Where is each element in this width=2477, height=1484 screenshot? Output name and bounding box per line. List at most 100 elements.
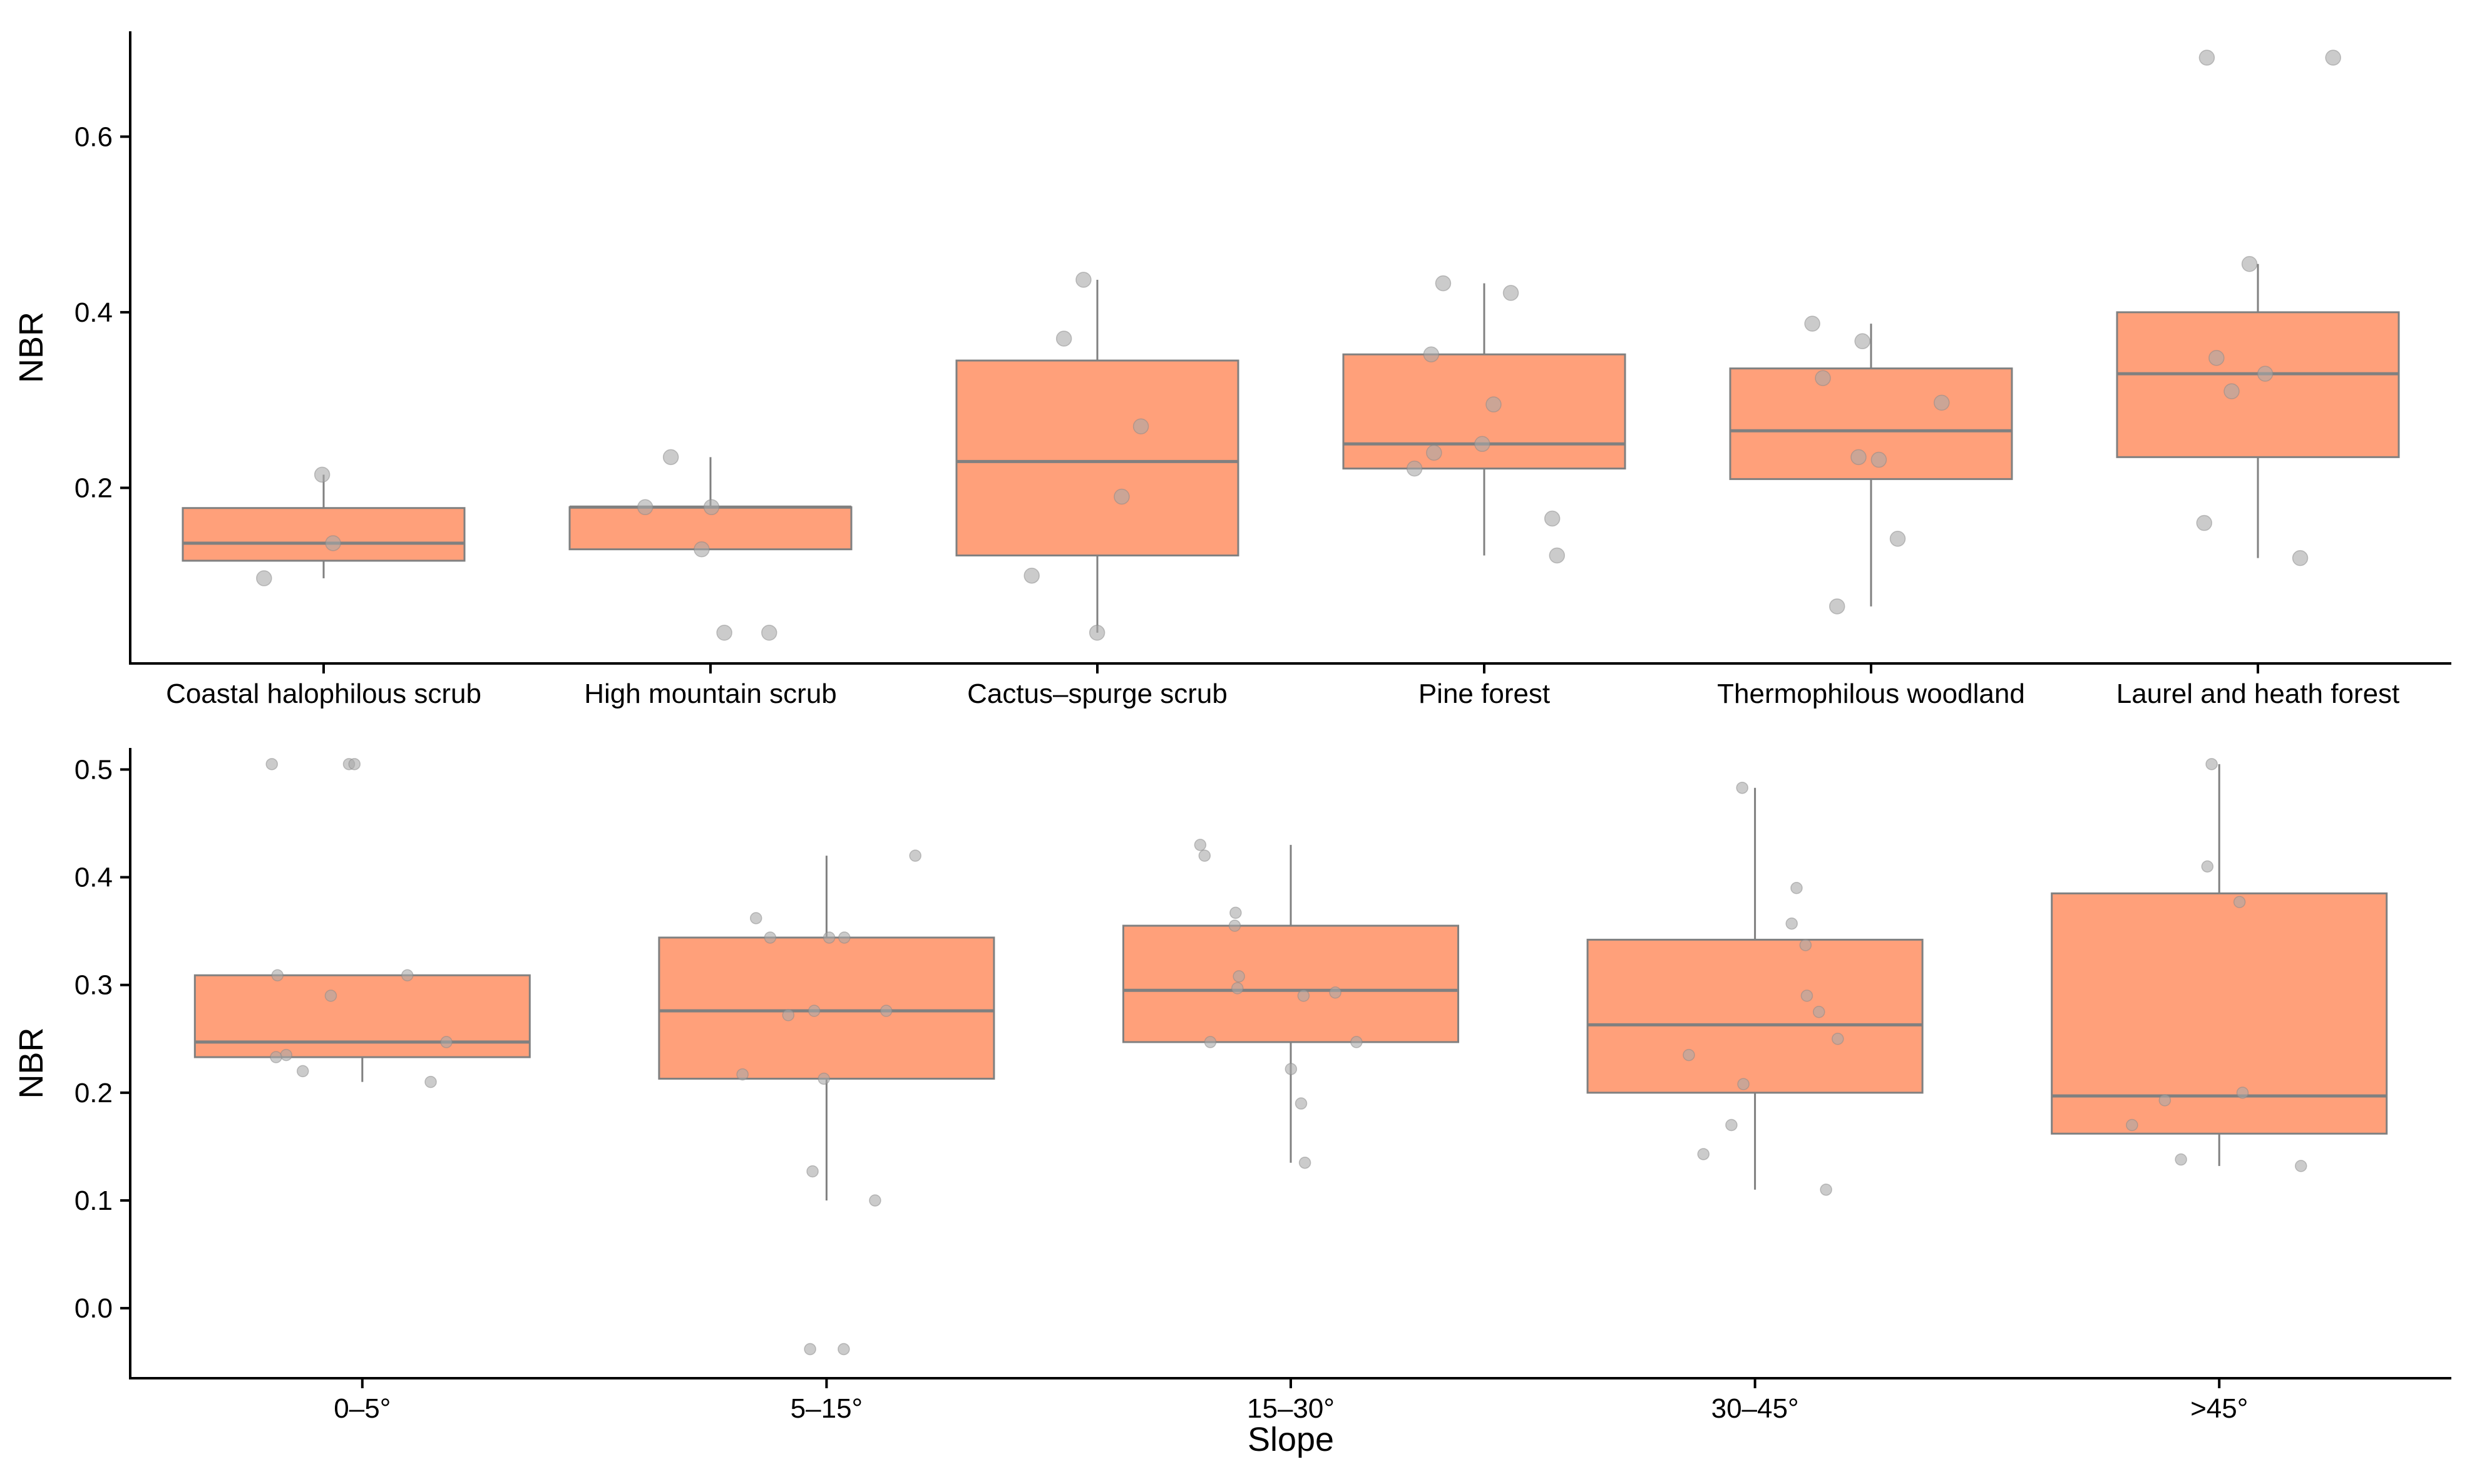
data-point <box>401 969 414 981</box>
data-point <box>440 1036 453 1048</box>
data-point <box>2205 758 2218 770</box>
data-point <box>280 1048 292 1062</box>
y-tick-label: 0.0 <box>74 1293 113 1324</box>
data-point <box>2257 366 2274 382</box>
box-group <box>955 279 1239 633</box>
y-tick-label: 0.2 <box>74 473 113 503</box>
y-tick-label: 0.3 <box>74 970 113 1001</box>
data-point <box>1406 460 1423 477</box>
data-point <box>2233 896 2246 908</box>
data-point <box>2241 255 2258 272</box>
data-point <box>806 1165 819 1178</box>
habitat-panel: 0.2 0.4 0.6 NBR Coastal halophilous scrub Hig… <box>13 31 2451 709</box>
data-point <box>1736 781 1748 794</box>
data-point <box>1194 839 1207 851</box>
data-point <box>716 625 732 641</box>
data-point <box>424 1075 437 1088</box>
x-tick-label: 0–5° <box>334 1393 391 1424</box>
data-point <box>808 1005 821 1017</box>
box <box>1122 924 1459 1043</box>
data-point <box>1850 449 1867 466</box>
data-point <box>1502 285 1519 301</box>
x-axis-title: Slope <box>1248 1421 1334 1458</box>
data-point <box>271 969 284 981</box>
data-point <box>265 758 278 770</box>
data-point <box>2325 49 2341 66</box>
data-point <box>1829 598 1845 615</box>
y-tick-label: 0.5 <box>74 754 113 785</box>
box <box>2116 311 2400 458</box>
y-tick-label: 0.4 <box>74 862 113 893</box>
data-point <box>1820 1184 1832 1196</box>
data-point <box>2208 350 2225 366</box>
data-point <box>1229 906 1242 919</box>
data-point <box>804 1343 816 1356</box>
data-point <box>1549 547 1566 564</box>
data-point <box>823 931 836 944</box>
data-point <box>324 990 337 1002</box>
data-point <box>1114 488 1130 505</box>
data-point <box>1423 346 1440 362</box>
data-point <box>1435 275 1452 292</box>
data-point <box>1329 986 1341 999</box>
data-point <box>296 1065 309 1078</box>
y-axis-title: NBR <box>13 312 50 383</box>
data-point <box>348 758 361 770</box>
data-point <box>1804 315 1820 332</box>
box-group <box>2116 264 2400 558</box>
x-tick-label: 5–15° <box>791 1393 863 1424</box>
data-point <box>662 449 679 466</box>
data-point <box>1231 982 1244 995</box>
data-point <box>1204 1036 1217 1048</box>
data-point <box>1228 919 1241 932</box>
box-group <box>1122 844 1459 1163</box>
x-tick-label: Coastal halophilous scrub <box>166 678 481 709</box>
box <box>955 359 1239 556</box>
data-point <box>2292 550 2309 566</box>
data-point <box>1089 625 1105 641</box>
x-tick-label: Cactus–spurge scrub <box>967 678 1228 709</box>
data-point <box>1198 849 1211 862</box>
data-point <box>736 1068 749 1081</box>
x-tick-label: 15–30° <box>1247 1393 1335 1424</box>
data-point <box>1815 370 1831 386</box>
y-tick-label: 0.1 <box>74 1185 113 1216</box>
data-point <box>749 912 762 924</box>
data-point <box>909 849 921 862</box>
data-point <box>838 1343 850 1356</box>
box <box>658 936 995 1080</box>
data-point <box>1075 272 1092 288</box>
data-point <box>314 466 331 483</box>
x-tick-label: >45° <box>2190 1393 2248 1424</box>
data-point <box>2158 1094 2172 1107</box>
box-group <box>1342 283 1626 556</box>
data-point <box>1934 394 1950 411</box>
box <box>193 974 531 1058</box>
data-point <box>818 1072 830 1085</box>
slope-panel: 0.0 0.1 0.2 0.3 0.4 0.5 NBR 0–5° 5–15° 15–30° 30–4… <box>13 748 2451 1458</box>
box-group <box>193 974 531 1082</box>
data-point <box>1426 444 1442 461</box>
data-point <box>880 1005 893 1017</box>
data-point <box>2201 860 2214 873</box>
data-point <box>1799 939 1812 951</box>
data-point <box>838 931 851 944</box>
data-point <box>1812 1005 1825 1018</box>
data-point <box>256 570 272 586</box>
y-tick-label: 0.2 <box>74 1078 113 1108</box>
box <box>1729 367 2013 480</box>
data-point <box>325 535 341 551</box>
data-point <box>1023 567 1040 584</box>
data-point <box>1285 1063 1298 1075</box>
data-point <box>637 499 654 516</box>
box-group <box>1586 787 1924 1190</box>
data-point <box>1295 1097 1308 1110</box>
data-point <box>270 1051 282 1063</box>
data-point <box>1697 1148 1710 1160</box>
data-point <box>1350 1036 1363 1048</box>
box-group <box>1729 324 2013 606</box>
box <box>2051 892 2388 1135</box>
y-tick-label: 0.6 <box>74 121 113 152</box>
box <box>1586 938 1924 1094</box>
